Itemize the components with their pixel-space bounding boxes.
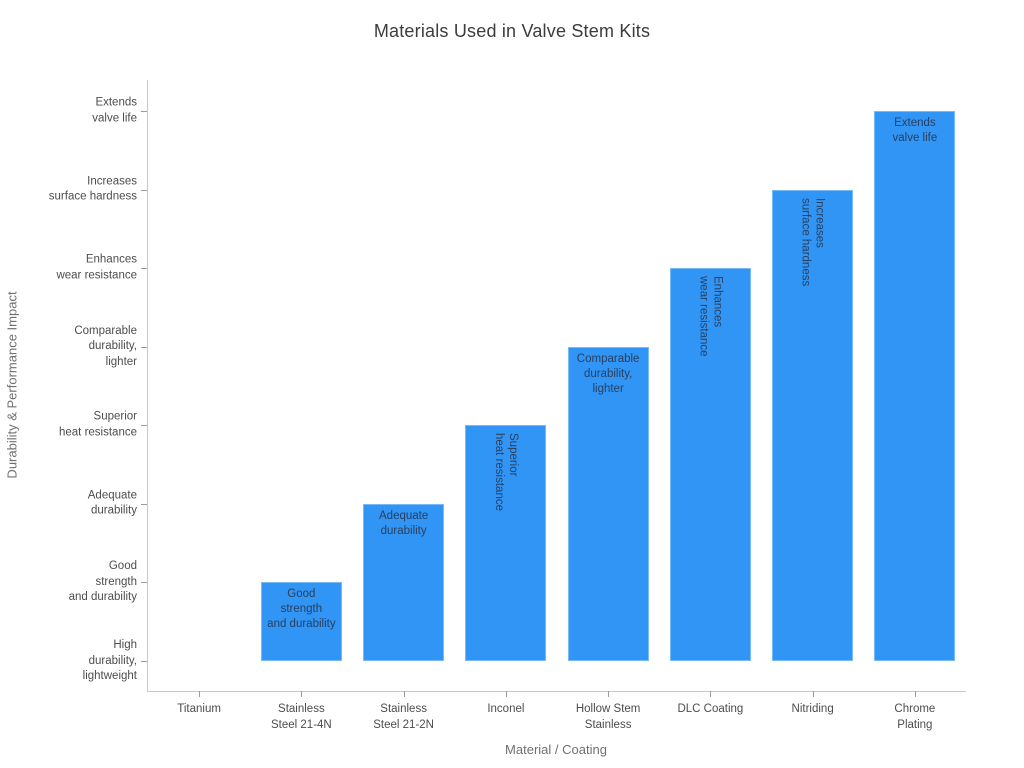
y-axis-tick <box>141 425 147 427</box>
y-axis-tick <box>141 189 147 191</box>
y-tick-label: Good strength and durability <box>68 560 137 604</box>
bar-value-label: Superior heat resistance <box>492 433 519 512</box>
x-axis-tick <box>403 691 405 697</box>
y-axis-tick <box>141 503 147 505</box>
y-axis-tick <box>141 111 147 112</box>
x-tick-label: Hollow Stem Stainless <box>575 703 641 731</box>
bar-inconel[interactable]: Superior heat resistance <box>465 425 547 661</box>
y-axis-tick <box>141 268 147 270</box>
x-tick-label: Chrome Plating <box>894 703 936 731</box>
bar-nitriding[interactable]: Increases surface hardness <box>772 189 854 661</box>
y-tick-label: Enhances wear resistance <box>56 253 137 282</box>
y-tick-label: Adequate durability <box>87 489 137 517</box>
x-tick-label: DLC Coating <box>677 703 744 715</box>
x-axis-tick <box>199 691 201 697</box>
y-axis-tick <box>141 661 147 662</box>
y-tick-label: High durability, lightweight <box>82 638 137 682</box>
bar-value-label: Increases surface hardness <box>799 197 826 286</box>
x-axis-tick <box>608 691 610 697</box>
bar-value-label: Good strength and durability <box>267 588 336 631</box>
y-axis-tick <box>141 582 147 584</box>
bar-value-label: Adequate durability <box>379 509 429 537</box>
x-axis-title: Material / Coating <box>505 742 607 757</box>
x-axis-tick <box>710 691 712 697</box>
x-tick-label: Stainless Steel 21-4N <box>271 703 332 731</box>
y-tick-label: Comparable durability, lighter <box>74 324 137 368</box>
x-axis-tick <box>301 691 303 697</box>
bar-hollow-stem-stainless[interactable]: Comparable durability, lighter <box>567 346 649 661</box>
x-axis-tick <box>505 691 507 697</box>
x-tick-label: Inconel <box>487 703 525 715</box>
x-axis-tick <box>914 691 916 697</box>
x-tick-label: Titanium <box>177 703 221 715</box>
y-tick-label: Increases surface hardness <box>48 175 137 203</box>
bar-value-label: Comparable durability, lighter <box>576 352 640 395</box>
x-tick-label: Nitriding <box>791 703 834 715</box>
bar-dlc-coating[interactable]: Enhances wear resistance <box>669 268 751 661</box>
plot-area: High durability, lightweight Good strengt… <box>49 80 966 731</box>
bar-stainless-steel-21-2n[interactable]: Adequate durability <box>363 503 445 661</box>
y-axis-tick <box>141 346 147 348</box>
bar-stainless-steel-21-4n[interactable]: Good strength and durability <box>260 582 342 661</box>
chart-title: Materials Used in Valve Stem Kits <box>373 21 651 41</box>
bar-value-label: Extends valve life <box>892 117 938 144</box>
x-tick-label: Stainless Steel 21-2N <box>373 703 434 731</box>
bar-value-label: Enhances wear resistance <box>697 276 724 357</box>
x-axis-tick <box>812 691 814 697</box>
y-tick-label: Extends valve life <box>92 96 137 125</box>
y-tick-label: Superior heat resistance <box>59 410 137 439</box>
bar-chrome-plating[interactable]: Extends valve life <box>874 111 956 661</box>
